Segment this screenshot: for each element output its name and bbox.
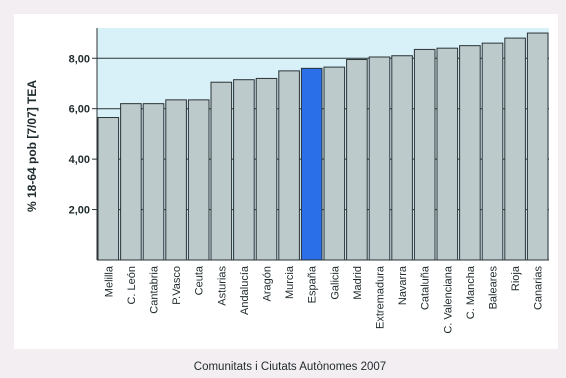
bar	[120, 103, 142, 261]
bar	[165, 99, 187, 261]
y-tick-label: 6,00	[69, 104, 90, 116]
x-tick-label: Extremadura	[375, 265, 387, 329]
x-tick-label: España	[307, 265, 319, 303]
bar	[346, 59, 368, 261]
x-tick-label: Murcia	[284, 265, 296, 299]
bar	[481, 42, 504, 261]
bar	[436, 47, 459, 261]
bar	[413, 48, 436, 261]
x-tick-label: P.Vasco	[171, 266, 183, 305]
bar	[142, 103, 165, 261]
x-tick-label: Andalucía	[239, 265, 251, 315]
x-tick-label: Rioja	[510, 265, 522, 291]
bar	[368, 56, 391, 261]
x-tick-label: C. Valenciana	[442, 265, 454, 334]
x-tick-label: Baleares	[488, 266, 500, 310]
bar	[210, 81, 233, 261]
x-ticks: Melilla C. León Cantabria P.Vasco Ceuta Astur…	[103, 265, 544, 334]
bar	[391, 55, 413, 261]
bar	[459, 45, 481, 261]
bar	[97, 117, 120, 261]
y-tick-label: 8,00	[69, 53, 90, 65]
bar	[323, 66, 346, 261]
bar	[255, 77, 278, 261]
x-tick-label: Canarias	[533, 266, 545, 311]
bars	[97, 32, 549, 261]
bar	[278, 70, 300, 261]
x-tick-label: Galicia	[329, 265, 341, 300]
y-tick-label: 2,00	[69, 205, 90, 217]
y-ticks: 2,00 4,00 6,00 8,00	[69, 53, 97, 217]
x-tick-label: Navarra	[397, 265, 409, 305]
y-axis-label: % 18-64 pob [7/07] TEA	[25, 80, 39, 212]
x-tick-label: Cantabria	[149, 265, 161, 314]
bar	[300, 67, 323, 261]
x-tick-label: Madrid	[352, 266, 364, 300]
plot-background	[97, 28, 549, 260]
x-tick-label: Cataluña	[420, 265, 432, 310]
x-tick-label: C. Mancha	[465, 265, 477, 319]
x-tick-label: Asturias	[216, 266, 228, 306]
x-tick-label: C. León	[126, 266, 138, 305]
bar	[187, 99, 210, 261]
y-tick-label: 4,00	[69, 154, 90, 166]
x-tick-label: Melilla	[103, 265, 115, 297]
x-tick-label: Ceuta	[194, 265, 206, 295]
x-tick-label: Aragón	[262, 266, 274, 301]
bar	[504, 37, 526, 261]
bar	[526, 32, 549, 261]
x-axis-label: Comunitats i Ciutats Autònomes 2007	[194, 361, 386, 373]
bar	[233, 79, 255, 261]
